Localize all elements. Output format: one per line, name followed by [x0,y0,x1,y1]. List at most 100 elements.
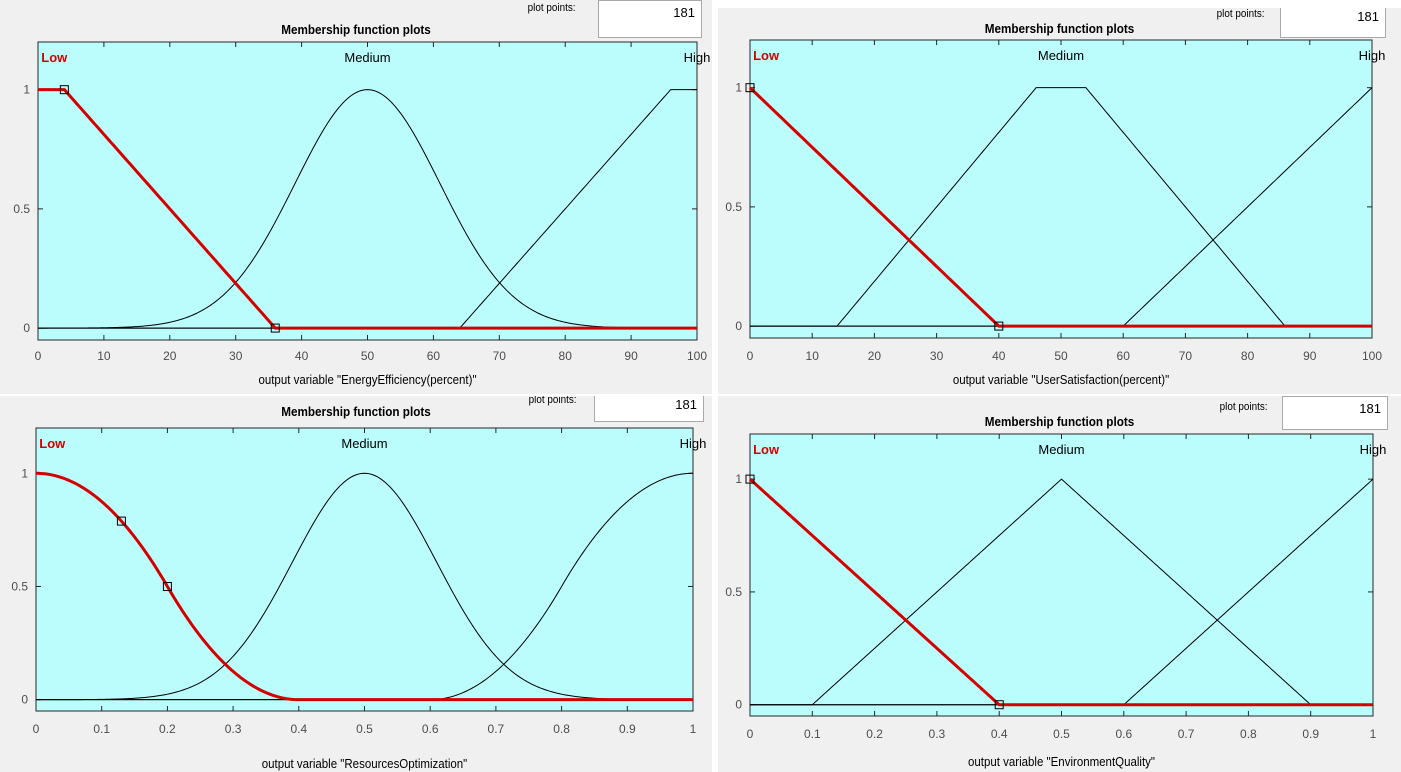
y-tick-label: 0.5 [13,202,30,216]
plot-points-label: plot points: [1216,8,1265,20]
mf-curve-low [35,471,693,702]
y-tick-label: 1 [23,83,30,97]
mf-curve-medium [750,478,1373,706]
mf-curve-low [38,88,697,330]
x-tick-label: 80 [1241,349,1255,363]
x-tick-label: 0.5 [356,722,373,736]
x-tick-label: 0.1 [804,727,821,741]
x-tick-label: 0.2 [159,722,176,736]
x-tick-label: 0 [747,349,754,363]
plot-points-input[interactable]: 181 [598,0,702,38]
x-tick-label: 0.2 [866,727,883,741]
x-tick-label: 100 [687,349,707,363]
mf-label-medium: Medium [341,436,387,451]
x-tick-label: 0.5 [1053,727,1070,741]
x-tick-label: 1 [1370,727,1377,741]
panel-title: Membership function plots [281,22,431,37]
x-tick-label: 30 [930,349,944,363]
mf-control-point [59,85,69,95]
mf-label-medium: Medium [1038,48,1084,63]
plot-points-input[interactable]: 181 [1282,396,1388,430]
mf-curve-low [748,86,1372,328]
mf-chart-user-satisfaction: 0 10 20 30 40 50 60 70 80 90 100 0 0.5 1 output variab… [725,39,1385,388]
x-tick-label: 70 [493,349,507,363]
x-tick-label: 60 [1117,349,1131,363]
plot-points-label: plot points: [1219,401,1268,413]
x-tick-label: 0.7 [488,722,505,736]
x-axis-label: output variable "EnergyEfficiency(percen… [258,373,476,388]
panel-title: Membership function plots [984,414,1135,429]
mf-control-point [270,323,280,333]
mf-chart-environment-quality: 0 0.1 0.2 0.3 0.4 0.5 0.6 0.7 0.8 0.9 1 0 0.5 1 output… [725,433,1387,770]
x-tick-label: 90 [624,349,638,363]
x-tick-label: 50 [1054,349,1068,363]
panel-title: Membership function plots [984,21,1135,36]
x-tick-label: 0.8 [553,722,570,736]
x-tick-label: 20 [868,349,882,363]
y-tick-label: 0 [23,321,30,335]
x-tick-label: 0.4 [991,727,1008,741]
y-tick-label: 0 [735,698,742,712]
x-tick-label: 0.1 [93,722,110,736]
y-tick-label: 0.5 [725,585,742,599]
mf-label-low: Low [41,50,68,65]
x-tick-label: 0.9 [1302,727,1319,741]
x-tick-label: 80 [559,349,573,363]
mf-label-high: High [684,50,711,65]
x-axis-label: output variable "EnvironmentQuality" [968,755,1155,770]
x-tick-label: 10 [806,349,820,363]
y-tick-label: 0 [735,319,742,333]
plot-points-input[interactable]: 181 [1280,8,1386,38]
mf-label-high: High [680,436,707,451]
plot-area [35,427,694,712]
y-tick-label: 1 [735,472,742,486]
y-tick-label: 1 [21,466,28,480]
mf-label-low: Low [753,48,780,63]
y-tick-label: 0.5 [725,200,742,214]
mf-panel-energy-efficiency: Membership function plots plot points: 1… [0,0,712,394]
mf-control-point [745,83,755,93]
x-tick-label: 0.4 [290,722,307,736]
mf-label-medium: Medium [1038,442,1084,457]
x-tick-label: 0.6 [1115,727,1132,741]
mf-curve-medium [750,87,1372,327]
plot-area [749,39,1373,339]
plot-points-label: plot points: [527,2,576,14]
x-tick-label: 70 [1179,349,1193,363]
x-tick-label: 0 [33,722,40,736]
mf-control-point [116,516,126,526]
x-tick-label: 30 [229,349,243,363]
y-tick-label: 0.5 [11,579,28,593]
x-tick-label: 0.8 [1240,727,1257,741]
x-tick-label: 0 [35,349,42,363]
x-tick-label: 1 [690,722,697,736]
x-tick-label: 0.9 [619,722,636,736]
plot-points-input[interactable]: 181 [594,396,704,422]
x-axis-label: output variable "ResourcesOptimization" [262,757,468,772]
mf-control-point [162,581,172,591]
plot-area [37,41,698,341]
x-tick-label: 0 [747,727,754,741]
x-axis-label: output variable "UserSatisfaction(percen… [953,373,1169,388]
x-tick-label: 60 [427,349,441,363]
mf-control-point [745,474,755,484]
mf-control-point [994,700,1004,710]
x-tick-label: 40 [992,349,1006,363]
mf-label-high: High [1360,442,1387,457]
mf-curve-low [748,478,1373,707]
x-tick-label: 0.3 [929,727,946,741]
mf-chart-resources-optimization: 0 0.1 0.2 0.3 0.4 0.5 0.6 0.7 0.8 0.9 1 0 0.5 1 output… [11,427,707,772]
mf-panel-environment-quality: Membership function plots plot points: 1… [718,396,1401,772]
mf-label-medium: Medium [344,50,390,65]
plot-area [749,433,1374,717]
x-tick-label: 20 [163,349,177,363]
plot-points-label: plot points: [528,396,577,406]
mf-chart-energy-efficiency: 0 10 20 30 40 50 60 70 80 90 100 0 0.5 1 output variab… [13,41,711,388]
mf-panel-user-satisfaction: Membership function plots plot points: 1… [718,8,1401,394]
mf-panel-resources-optimization: Membership function plots plot points: 1… [0,396,712,772]
y-tick-label: 1 [735,81,742,95]
mf-curve-medium [38,89,697,329]
mf-label-low: Low [39,436,66,451]
x-tick-label: 50 [361,349,375,363]
mf-label-low: Low [753,442,780,457]
